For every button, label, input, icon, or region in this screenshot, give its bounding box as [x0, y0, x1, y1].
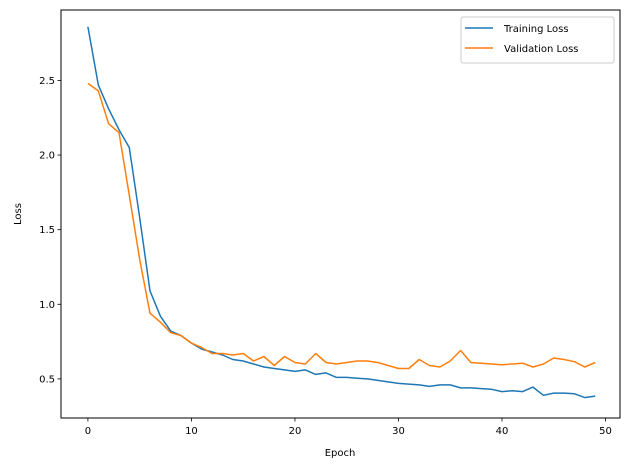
training-loss-line	[87, 26, 596, 399]
legend-box	[460, 16, 615, 64]
x-tick-label: 20	[289, 426, 302, 437]
x-tick-label: 40	[496, 426, 509, 437]
y-tick-label: 0.5	[39, 374, 55, 385]
y-tick-label: 2.0	[39, 151, 55, 162]
x-axis-ticks: 0 10 20 30 40 50	[85, 418, 612, 437]
y-tick-label: 1.5	[39, 225, 55, 236]
legend-training-label: Training Loss	[503, 24, 569, 35]
legend: Training Loss Validation Loss	[460, 16, 615, 64]
x-axis-label: Epoch	[325, 448, 356, 459]
axes-frame	[60, 9, 621, 419]
x-tick-label: 10	[185, 426, 198, 437]
legend-validation-label: Validation Loss	[504, 44, 579, 55]
x-tick-label: 30	[392, 426, 405, 437]
y-axis-ticks: 0.5 1.0 1.5 2.0 2.5	[39, 76, 61, 385]
validation-loss-line	[87, 82, 596, 370]
x-tick-label: 50	[599, 426, 612, 437]
x-tick-label: 0	[85, 426, 91, 437]
y-tick-label: 1.0	[39, 300, 55, 311]
plot-area	[87, 26, 596, 399]
y-axis-label: Loss	[13, 203, 24, 225]
y-tick-label: 2.5	[39, 76, 55, 87]
